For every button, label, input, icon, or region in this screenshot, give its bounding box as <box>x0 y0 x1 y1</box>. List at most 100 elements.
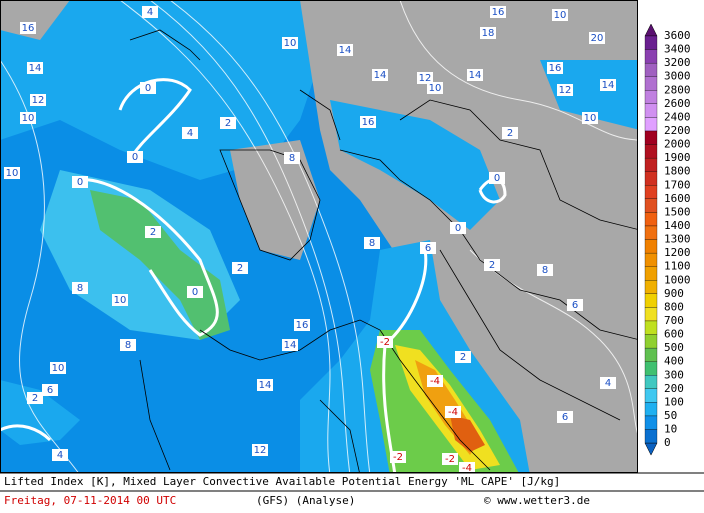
contour-label: -4 <box>462 463 472 474</box>
label-box <box>20 112 36 124</box>
colorbar-label: 1400 <box>664 219 691 232</box>
colorbar-swatch <box>644 171 658 186</box>
colorbar-swatch <box>644 293 658 308</box>
label-box <box>417 72 433 84</box>
label-box <box>547 62 563 74</box>
colorbar-swatch <box>644 429 658 444</box>
label-box <box>567 299 583 311</box>
colorbar-swatch <box>644 157 658 172</box>
contour-label: 6 <box>562 412 568 423</box>
label-box <box>232 262 248 274</box>
colorbar-label: 2200 <box>664 124 691 137</box>
label-box <box>140 82 156 94</box>
label-box <box>72 282 88 294</box>
colorbar-swatch <box>644 307 658 322</box>
contour-label: 4 <box>187 128 193 139</box>
contour-label: 14 <box>374 70 387 81</box>
colorbar-label: 800 <box>664 300 684 313</box>
cape-zone <box>450 415 485 452</box>
label-box <box>252 444 268 456</box>
contour-label: 12 <box>254 445 267 456</box>
colorbar-label: 3400 <box>664 43 691 56</box>
label-box <box>537 264 553 276</box>
label-box <box>372 69 388 81</box>
colorbar-swatch <box>644 239 658 254</box>
label-box <box>182 127 198 139</box>
label-box <box>337 44 353 56</box>
contour-label: 16 <box>549 63 562 74</box>
label-box <box>257 379 273 391</box>
coastlines <box>129 29 637 472</box>
colorbar-swatch <box>644 144 658 159</box>
colorbar-cap <box>644 23 658 37</box>
colorbar-label: 900 <box>664 287 684 300</box>
contour-label: -4 <box>430 376 440 387</box>
contour-label: 8 <box>542 265 548 276</box>
contour-label: 16 <box>22 23 35 34</box>
contour-label: 0 <box>192 287 198 298</box>
contour-label: 18 <box>482 28 495 39</box>
colorbar-label: 3000 <box>664 70 691 83</box>
colorbar-label: 1600 <box>664 192 691 205</box>
label-box <box>142 6 158 18</box>
label-box <box>600 79 616 91</box>
contour-label: 8 <box>369 238 375 249</box>
colorbar-label: 10 <box>664 423 677 436</box>
contour-label: 8 <box>289 153 295 164</box>
colorbar-swatch <box>644 130 658 145</box>
colorbar-label: 1500 <box>664 205 691 218</box>
map-area: 1614121010810810624002402028101414161618… <box>1 1 637 474</box>
contour-label: 0 <box>145 83 151 94</box>
caption-model: (GFS) (Analyse) <box>256 494 355 507</box>
colorbar-label: 0 <box>664 436 671 449</box>
contour-label: 8 <box>77 283 83 294</box>
contour-label: 16 <box>492 7 505 18</box>
land-gray <box>230 140 320 260</box>
colorbar-label: 100 <box>664 395 684 408</box>
contour-label: 12 <box>419 73 432 84</box>
contour-label: 10 <box>284 38 297 49</box>
label-box <box>145 226 161 238</box>
label-box <box>552 9 568 21</box>
label-box <box>72 176 88 188</box>
colorbar-label: 3600 <box>664 29 691 42</box>
label-box <box>112 294 128 306</box>
contour-label: -2 <box>445 454 455 465</box>
colorbar-label: 200 <box>664 382 684 395</box>
cape-zone <box>1 380 80 445</box>
contour-label: -4 <box>448 407 458 418</box>
caption-credit: © www.wetter3.de <box>484 494 590 507</box>
contour-label: 20 <box>591 33 604 44</box>
contour-label: -2 <box>380 337 390 348</box>
label-box <box>390 451 406 463</box>
label-box <box>455 351 471 363</box>
label-box <box>502 127 518 139</box>
colorbar-label: 1300 <box>664 233 691 246</box>
colorbar-swatch <box>644 280 658 294</box>
contour-label: 14 <box>602 80 615 91</box>
contour-label: 0 <box>455 223 461 234</box>
colorbar-swatch <box>644 320 658 335</box>
colorbar-swatch <box>644 388 658 403</box>
label-box <box>467 69 483 81</box>
label-box <box>52 449 68 461</box>
cape-zone <box>540 60 637 130</box>
contour-label: 2 <box>32 393 38 404</box>
label-box <box>284 152 300 164</box>
contour-label: 6 <box>425 243 431 254</box>
land-gray <box>1 1 70 40</box>
contour-label: 0 <box>77 177 83 188</box>
colorbar-swatch <box>644 49 658 64</box>
label-box <box>484 259 500 271</box>
contour-label: 10 <box>554 10 567 21</box>
contour-labels: 1614121010810810624002402028101414161618… <box>4 6 616 474</box>
contour-label: 2 <box>507 128 513 139</box>
label-box <box>294 319 310 331</box>
colorbar-label: 1200 <box>664 246 691 259</box>
contour-label: 4 <box>57 450 63 461</box>
label-box <box>445 406 461 418</box>
colorbar-label: 700 <box>664 314 684 327</box>
contour-label: 14 <box>284 340 297 351</box>
contour-label: -2 <box>393 452 403 463</box>
